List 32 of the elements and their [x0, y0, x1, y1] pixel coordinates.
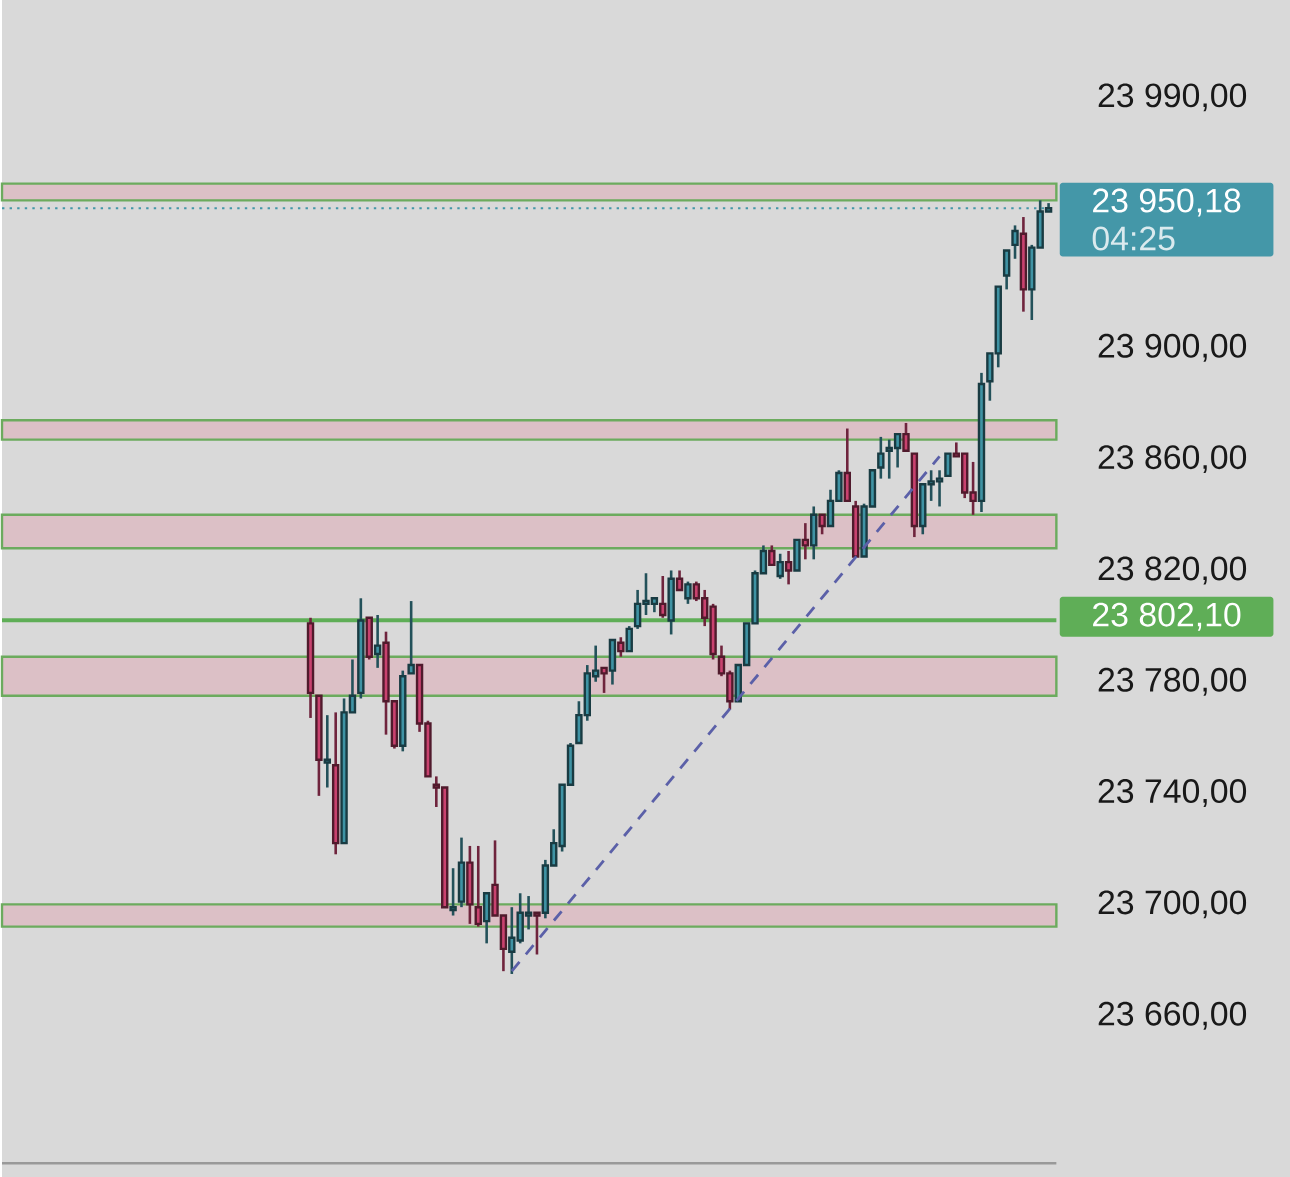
candlestick [600, 666, 608, 695]
candlestick [784, 549, 793, 586]
y-tick-label: 23 740,00 [1098, 779, 1247, 807]
candlestick [902, 421, 910, 453]
ref-line-label: 23 802,10 [1093, 602, 1241, 631]
y-tick-label: 23 820,00 [1098, 556, 1247, 585]
candlestick [675, 569, 684, 592]
candlestick [944, 452, 952, 477]
candlestick [449, 866, 457, 917]
candlestick [617, 635, 625, 658]
y-tick-label: 23 780,00 [1098, 667, 1247, 696]
candlestick [776, 552, 784, 581]
y-tick-label: 23 660,00 [1098, 1001, 1247, 1030]
y-tick-label: 23 900,00 [1098, 333, 1247, 362]
y-tick-label: 23 990,00 [1098, 83, 1247, 112]
candlestick [323, 713, 332, 789]
candlestick [533, 911, 541, 956]
candlestick [373, 613, 382, 670]
candlestick [474, 844, 482, 928]
candlestick [818, 513, 826, 536]
candlestick [877, 435, 885, 480]
text: 04:25 [1092, 226, 1175, 251]
candlestick [407, 599, 415, 675]
candlestick [625, 624, 633, 653]
candlestick [659, 574, 667, 619]
candlestick [1011, 224, 1019, 261]
candlestick [801, 521, 810, 561]
candlestick [768, 544, 776, 567]
y-tick-label: 23 860,00 [1098, 445, 1247, 474]
candlestick [684, 580, 692, 606]
y-tick-label: 23 700,00 [1098, 890, 1247, 919]
ref-line-label: 23 950,18 [1093, 188, 1241, 217]
